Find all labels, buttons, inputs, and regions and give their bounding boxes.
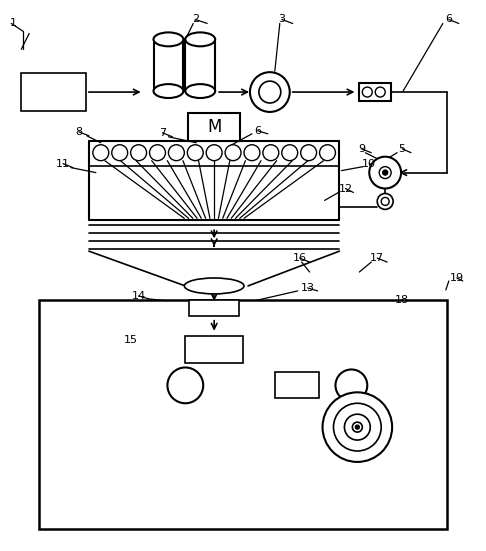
Circle shape (263, 145, 279, 161)
Bar (188, 113, 240, 141)
Circle shape (323, 392, 392, 462)
Text: 6: 6 (254, 126, 261, 136)
Circle shape (225, 145, 241, 161)
Text: 14: 14 (132, 291, 146, 301)
Circle shape (352, 422, 363, 432)
Circle shape (369, 156, 401, 188)
Text: 9: 9 (358, 144, 365, 154)
Text: M: M (207, 118, 221, 136)
Text: 2: 2 (191, 14, 199, 24)
Text: 12: 12 (338, 183, 352, 193)
Text: 10: 10 (362, 159, 376, 169)
Circle shape (381, 197, 389, 206)
Ellipse shape (184, 278, 244, 294)
Text: 7: 7 (159, 128, 166, 138)
Bar (39, 300, 447, 528)
Text: 3: 3 (278, 14, 285, 24)
Ellipse shape (185, 84, 215, 98)
Text: 15: 15 (123, 334, 138, 344)
Text: 19: 19 (450, 273, 464, 283)
Circle shape (250, 72, 290, 112)
Circle shape (187, 145, 203, 161)
Circle shape (333, 403, 381, 451)
Circle shape (244, 145, 260, 161)
Circle shape (131, 145, 147, 161)
Circle shape (168, 368, 203, 403)
Circle shape (382, 170, 388, 175)
Circle shape (379, 166, 391, 179)
Bar (185, 336, 243, 364)
Text: 18: 18 (395, 295, 409, 305)
Circle shape (363, 87, 372, 97)
Bar (275, 372, 318, 398)
Circle shape (112, 145, 128, 161)
Text: 11: 11 (56, 159, 70, 169)
Circle shape (206, 145, 222, 161)
Ellipse shape (154, 33, 183, 46)
Text: 17: 17 (370, 253, 384, 263)
Bar (21, 73, 86, 111)
Circle shape (345, 414, 370, 440)
Circle shape (335, 370, 367, 401)
Circle shape (150, 145, 165, 161)
Circle shape (259, 81, 281, 103)
Text: 6: 6 (445, 14, 452, 24)
Ellipse shape (154, 84, 183, 98)
Circle shape (169, 145, 184, 161)
Text: 16: 16 (293, 253, 307, 263)
Circle shape (282, 145, 298, 161)
Circle shape (320, 145, 335, 161)
Circle shape (375, 87, 385, 97)
Text: 13: 13 (301, 283, 314, 293)
Text: 5: 5 (399, 144, 406, 154)
Circle shape (355, 425, 359, 429)
Bar (190, 300, 239, 316)
Bar (359, 83, 391, 101)
Circle shape (377, 193, 393, 209)
Circle shape (301, 145, 316, 161)
Text: 8: 8 (75, 127, 83, 137)
Circle shape (93, 145, 109, 161)
Bar (154, 39, 183, 91)
Text: 1: 1 (10, 18, 17, 29)
Ellipse shape (185, 33, 215, 46)
Bar (185, 39, 215, 91)
